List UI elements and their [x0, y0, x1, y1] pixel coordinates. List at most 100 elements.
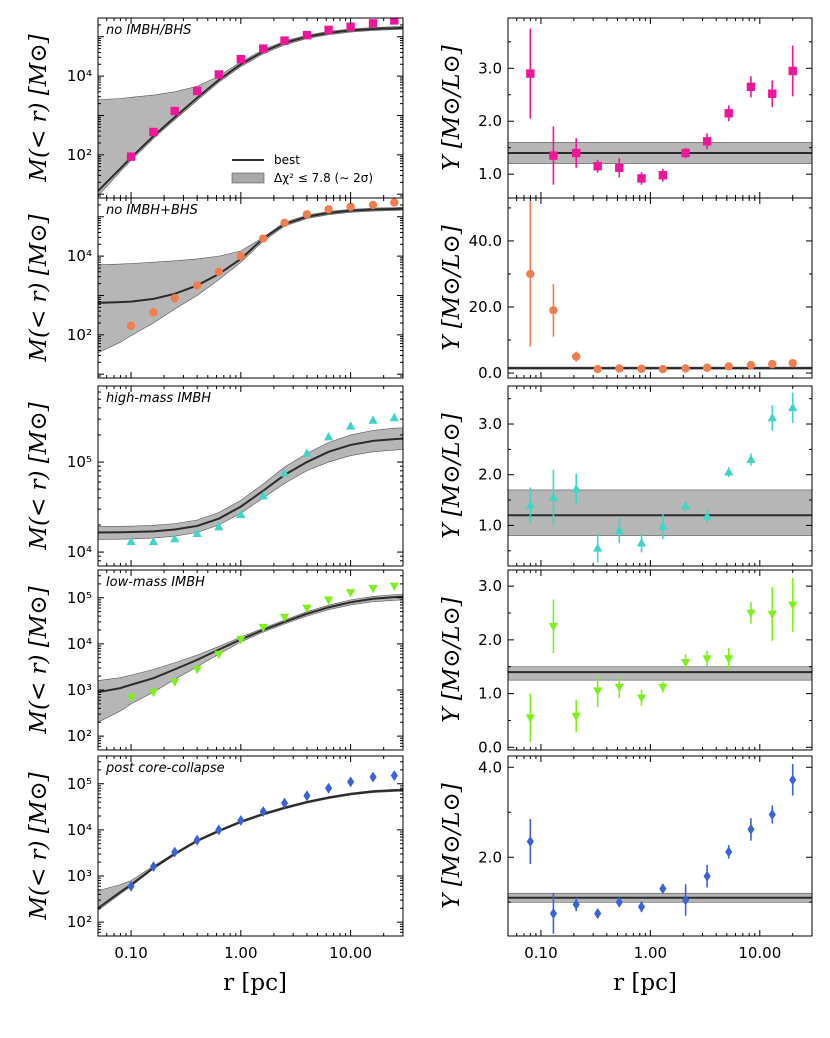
ml-data-point [549, 908, 557, 919]
mass-data-point [390, 770, 398, 782]
ml-data-point [593, 687, 603, 696]
ml-panel-frame [507, 197, 813, 379]
mass-panel-plot-area [98, 582, 403, 723]
mass-data-point [369, 771, 377, 783]
ml-data-point [724, 109, 733, 118]
ml-data-point [747, 823, 755, 835]
ml-ytick-label: 1.0 [478, 165, 502, 183]
x-axis-label-left: r [pc] [223, 970, 287, 996]
mass-data-point [323, 596, 334, 605]
mass-data-point [258, 623, 268, 633]
ml-data-point [658, 364, 668, 374]
ml-data-point [724, 655, 734, 664]
mass-data-point [279, 613, 290, 623]
ml-data-point [571, 712, 581, 722]
mass-best-fit-line [98, 26, 403, 192]
ml-ytick-label: 2.0 [478, 112, 502, 130]
mass-ytick-label: 10² [67, 326, 92, 344]
mass-data-point [149, 861, 158, 873]
ml-data-point [788, 358, 797, 368]
ml-data-point [788, 66, 797, 76]
mass-data-point [258, 490, 268, 500]
panels-group: 10² 10⁴ no IMBH/BHS M(< r) [M⊙] best Δχ² ≤ 7.… [26, 17, 813, 962]
ml-data-point [636, 694, 647, 703]
mass-y-axis-label: M(< r) [M⊙] [26, 586, 52, 734]
ml-data-point [658, 171, 668, 180]
mass-data-point [214, 70, 224, 79]
mass-ytick-label: 10⁵ [67, 453, 92, 471]
mass-data-point [126, 693, 136, 703]
ml-data-point [615, 163, 624, 173]
mass-data-point [127, 880, 135, 892]
ml-ytick-label: 40.0 [469, 232, 502, 250]
mass-data-point [345, 589, 356, 598]
mass-ytick-label: 10⁴ [67, 821, 92, 839]
ml-panel-plot-area [508, 392, 812, 563]
ml-data-point [636, 538, 647, 547]
ml-panel-1: 1.0 2.0 3.0 Υ [M⊙/L⊙] [439, 17, 813, 199]
ml-data-point [526, 836, 534, 847]
mass-data-point [280, 36, 289, 45]
ml-xtick-label: 0.10 [524, 944, 557, 962]
mass-data-point [193, 834, 201, 846]
ml-data-point [746, 82, 756, 92]
mass-data-point [389, 582, 399, 592]
mass-panel-frame [97, 385, 404, 567]
ml-data-point [659, 883, 667, 895]
ml-data-point [614, 525, 624, 534]
mass-panel-1: 10² 10⁴ no IMBH/BHS M(< r) [M⊙] best Δχ² ≤ 7.… [26, 17, 404, 199]
ml-data-point [594, 908, 602, 919]
ml-data-point [548, 492, 559, 501]
ml-data-point [681, 148, 690, 158]
mass-y-axis-label: M(< r) [M⊙] [26, 402, 52, 550]
mass-data-point [280, 797, 289, 809]
mass-data-point [259, 44, 268, 53]
ml-panel-frame [507, 755, 813, 937]
mass-xtick-label: 0.10 [114, 944, 147, 962]
ml-data-point [548, 623, 559, 632]
ml-data-point [572, 899, 580, 910]
ml-data-point [637, 901, 646, 913]
ml-data-point [767, 412, 777, 422]
mass-data-point [215, 824, 223, 836]
ml-data-point [768, 89, 777, 98]
mass-ytick-label: 10⁴ [67, 543, 92, 561]
mass-data-point [237, 815, 245, 826]
mass-data-point [192, 281, 202, 290]
ml-data-point [681, 364, 690, 373]
mass-data-point [214, 267, 224, 276]
mass-data-point [192, 528, 202, 538]
ml-data-point [526, 69, 535, 78]
mass-y-axis-label: M(< r) [M⊙] [26, 772, 52, 920]
mass-ytick-label: 10² [67, 727, 92, 745]
mass-panel-plot-area [98, 198, 403, 354]
mass-best-fit-line [98, 207, 403, 304]
mass-panel-frame [97, 197, 404, 379]
mass-data-point [149, 308, 158, 317]
ml-data-point [746, 609, 756, 619]
mass-data-point [148, 688, 159, 698]
ml-data-point [571, 483, 581, 493]
mass-ytick-label: 10⁴ [67, 247, 92, 265]
ml-ytick-label: 1.0 [478, 516, 502, 534]
mass-ytick-label: 10³ [67, 681, 92, 699]
mass-xtick-label: 1.00 [224, 944, 257, 962]
ml-panel-plot-area [508, 28, 812, 185]
mass-data-point [368, 200, 378, 210]
x-axis-label-right: r [pc] [613, 970, 677, 996]
mass-confidence-band [98, 206, 403, 354]
ml-data-point [768, 809, 776, 820]
legend-band-swatch [231, 172, 265, 184]
mass-data-point [214, 650, 224, 660]
ml-data-point [615, 364, 624, 373]
ml-ytick-label: 0.0 [478, 364, 502, 382]
ml-panel-plot-area [508, 578, 812, 742]
ml-ytick-label: 3.0 [478, 415, 502, 433]
mass-data-point [149, 127, 158, 137]
mass-data-point [345, 421, 356, 430]
ml-data-point [637, 174, 646, 183]
mass-confidence-band [98, 26, 403, 197]
ml-panel-4: 0.0 1.0 2.0 3.0 Υ [M⊙/L⊙] [439, 569, 813, 756]
ml-data-point [525, 714, 535, 723]
ml-ytick-label: 1.0 [478, 685, 502, 703]
